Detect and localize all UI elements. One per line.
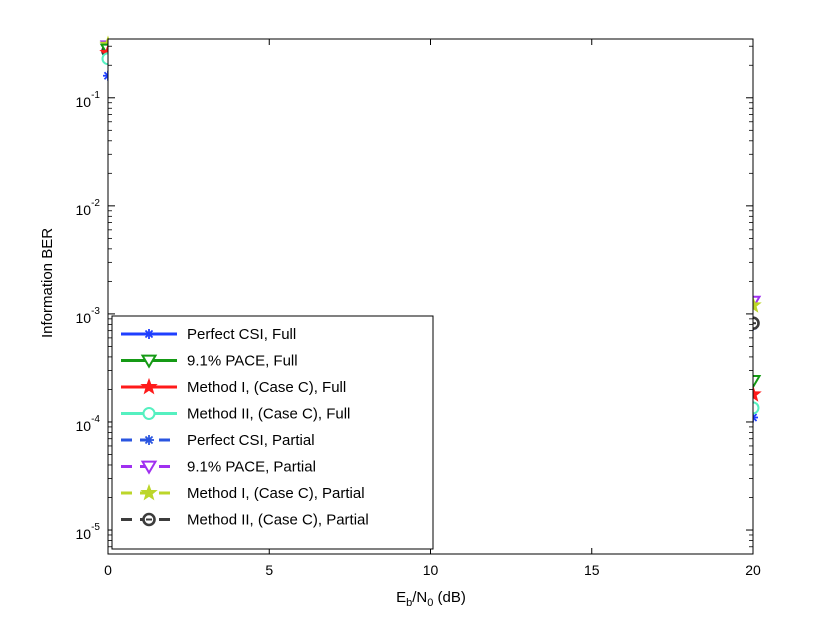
legend-entry: Perfect CSI, Partial (121, 432, 315, 449)
x-axis-label: Eb/N0 (dB) (396, 589, 466, 609)
legend-label: Method I, (Case C), Full (187, 379, 346, 396)
legend-entry: Method I, (Case C), Partial (121, 483, 365, 502)
legend-label: Method II, (Case C), Full (187, 406, 350, 423)
legend-entry: Method II, (Case C), Partial (121, 512, 369, 529)
x-tick-label: 5 (265, 562, 273, 578)
legend-label: 9.1% PACE, Partial (187, 459, 316, 476)
x-label-sub2: 0 (427, 597, 433, 609)
y-tick-label: 10-4 (76, 414, 101, 434)
legend-entry: Perfect CSI, Full (121, 326, 296, 343)
legend-entry: 9.1% PACE, Full (121, 353, 298, 370)
x-tick-label: 15 (584, 562, 600, 578)
y-tick-label: 10-3 (76, 306, 101, 326)
x-label-main: E (396, 589, 406, 606)
x-label-sub1: b (406, 597, 412, 609)
x-tick-label: 20 (745, 562, 761, 578)
data-point-asterisk (144, 329, 154, 339)
data-point-star (140, 377, 158, 395)
y-tick-label: 10-5 (76, 522, 101, 542)
legend-entry: Method I, (Case C), Full (121, 377, 346, 396)
x-tick-label: 0 (104, 562, 112, 578)
y-tick-label: 10-2 (76, 198, 101, 218)
y-tick-label: 10-1 (76, 90, 101, 110)
x-tick-label: 10 (423, 562, 439, 578)
legend-label: Method I, (Case C), Partial (187, 485, 365, 502)
y-axis-label: Information BER (39, 228, 56, 338)
data-point-triangle-down (140, 354, 158, 369)
legend-label: 9.1% PACE, Full (187, 353, 298, 370)
legend: Perfect CSI, Full 9.1% PACE, Full Method I… (111, 315, 434, 550)
data-point-star (140, 483, 158, 501)
data-point-triangle-down (140, 460, 158, 475)
data-point-circle-dot (142, 512, 156, 527)
x-label-mid: /N (412, 589, 427, 606)
legend-entry: 9.1% PACE, Partial (121, 459, 316, 476)
legend-entry: Method II, (Case C), Full (121, 406, 350, 423)
legend-label: Method II, (Case C), Partial (187, 512, 369, 529)
x-label-tail: (dB) (433, 589, 466, 606)
data-point-circle (142, 407, 156, 420)
legend-box (111, 315, 434, 550)
legend-label: Perfect CSI, Full (187, 326, 296, 343)
legend-label: Perfect CSI, Partial (187, 432, 315, 449)
data-point-asterisk (144, 435, 154, 445)
